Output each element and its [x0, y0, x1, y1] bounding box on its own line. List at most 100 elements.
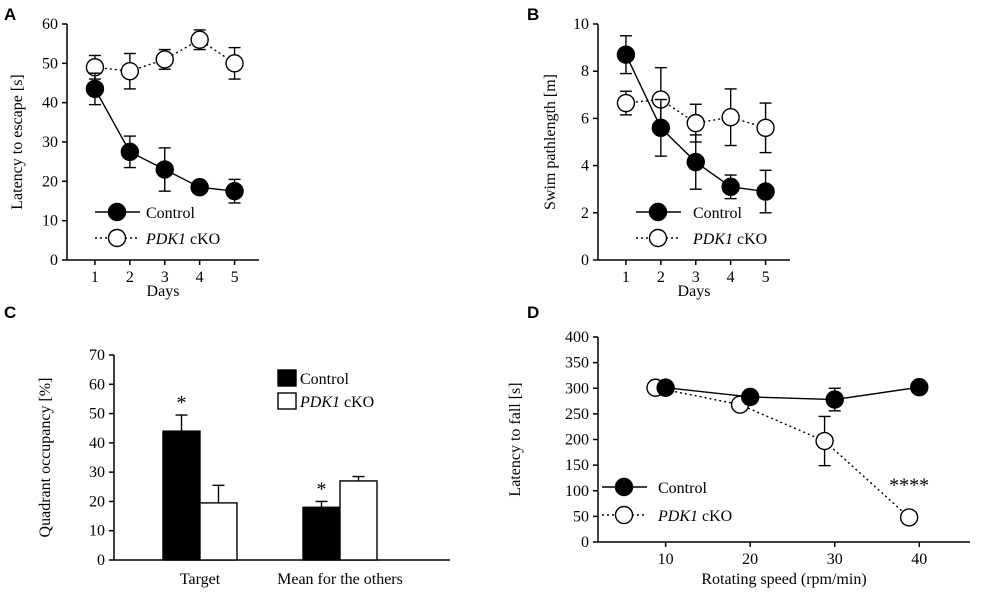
legend-label-control: Control — [300, 371, 349, 388]
control-data-point — [825, 390, 844, 409]
panel-d-chart: 0 50 100 150 200 250 300 350 400 10 20 30 40 Rotating… — [507, 329, 970, 588]
x-axis-label: Rotating speed (rpm/min) — [701, 571, 866, 588]
x-tick-label: 2 — [657, 269, 665, 286]
y-tick-label: 2 — [581, 205, 589, 222]
y-tick-label: 250 — [565, 406, 589, 423]
x-tick-label: 20 — [742, 551, 758, 568]
cko-bar — [199, 502, 238, 561]
y-tick-label: 20 — [42, 173, 58, 190]
y-tick-label: 30 — [89, 464, 105, 481]
cko-data-point — [686, 113, 705, 133]
control-data-point — [656, 378, 675, 397]
y-tick-label: 8 — [581, 63, 589, 80]
significance-marker: * — [177, 392, 187, 414]
x-tick-label: 40 — [911, 551, 927, 568]
control-data-point — [85, 79, 105, 99]
y-tick-label: 70 — [89, 347, 105, 364]
y-tick-label: 30 — [42, 134, 58, 151]
legend-label-cko: PDK1 cKO — [299, 394, 374, 411]
panel-label-a: A — [4, 5, 16, 24]
cko-bar — [339, 480, 378, 561]
x-tick-label: 2 — [126, 269, 134, 286]
cko-data-point — [721, 108, 740, 127]
x-tick-label: 4 — [196, 269, 204, 286]
y-tick-label: 150 — [565, 457, 589, 474]
control-data-point — [120, 142, 140, 162]
cko-data-point — [155, 50, 174, 69]
x-tick-label: 5 — [231, 269, 239, 286]
cko-data-point — [756, 118, 775, 138]
legend-label-control: Control — [658, 480, 707, 497]
x-tick-label: 4 — [727, 269, 735, 286]
legend-label-cko: PDK1 cKO — [145, 231, 220, 248]
y-tick-label: 350 — [565, 355, 589, 372]
x-category-label: Mean for the others — [277, 571, 403, 588]
y-axis-label: Latency to escape [s] — [9, 74, 26, 209]
y-axis-label: Latency to fall [s] — [507, 382, 524, 496]
x-tick-label: 1 — [91, 269, 99, 286]
y-tick-label: 40 — [42, 95, 58, 112]
control-data-point — [651, 118, 671, 138]
panel-label-c: C — [4, 303, 16, 322]
cko-data-point — [899, 508, 919, 527]
control-data-point — [910, 378, 929, 397]
legend-marker-control — [648, 202, 668, 222]
legend-swatch-cko — [277, 392, 297, 410]
control-series-line — [665, 386, 920, 401]
panel-a-chart: 0 10 20 30 40 50 60 1 2 3 4 5 Days Latency to escape … — [9, 16, 259, 300]
cko-data-point — [120, 61, 140, 81]
y-tick-label: 10 — [42, 213, 58, 230]
y-tick-label: 400 — [565, 329, 589, 346]
y-axis-label: Quadrant occupancy [%] — [37, 378, 54, 538]
panel-label-d: D — [527, 303, 539, 322]
y-tick-label: 10 — [573, 16, 589, 33]
control-data-point — [190, 178, 209, 197]
x-axis-label: Days — [147, 283, 180, 300]
cko-data-point — [225, 54, 244, 73]
y-tick-label: 0 — [581, 252, 589, 269]
y-tick-label: 4 — [581, 158, 589, 175]
y-tick-label: 100 — [565, 483, 589, 500]
legend-label-cko: PDK1 cKO — [657, 508, 732, 525]
cko-data-point — [190, 30, 209, 49]
x-tick-label: 3 — [161, 269, 169, 286]
legend-label-control: Control — [146, 205, 195, 222]
legend-label-cko: PDK1 cKO — [692, 231, 767, 248]
control-data-point — [721, 177, 740, 197]
x-tick-label: 5 — [762, 269, 770, 286]
legend-marker-cko — [107, 228, 127, 248]
y-tick-label: 40 — [89, 435, 105, 452]
y-tick-label: 50 — [573, 508, 589, 525]
y-tick-label: 20 — [89, 493, 105, 510]
control-data-point — [155, 160, 174, 179]
cko-data-point — [616, 93, 636, 113]
y-tick-label: 10 — [89, 523, 105, 540]
x-tick-label: 1 — [622, 269, 630, 286]
y-tick-label: 60 — [89, 376, 105, 393]
legend-swatch-control — [277, 369, 297, 387]
y-tick-label: 0 — [581, 534, 589, 551]
y-tick-label: 0 — [97, 552, 105, 569]
cko-series-line — [655, 387, 910, 518]
significance-marker: **** — [889, 475, 929, 497]
control-bar — [162, 430, 201, 561]
control-data-point — [756, 182, 775, 201]
y-axis-label: Swim pathlength [m] — [542, 74, 559, 210]
y-tick-label: 50 — [42, 55, 58, 72]
y-tick-label: 50 — [89, 406, 105, 423]
legend-marker-control — [107, 202, 127, 222]
legend-label-control: Control — [693, 205, 742, 222]
panel-c-chart: 0 10 20 30 40 50 60 70 Quadrant occupancy [%] Tar… — [37, 347, 450, 588]
control-data-point — [686, 152, 705, 172]
y-tick-label: 200 — [565, 432, 589, 449]
y-tick-label: 0 — [50, 252, 58, 269]
legend-marker-control — [614, 477, 634, 497]
panel-label-b: B — [527, 5, 539, 24]
control-data-point — [225, 181, 244, 201]
x-tick-label: 3 — [692, 269, 700, 286]
x-category-label: Target — [180, 571, 221, 588]
legend-marker-cko — [614, 505, 634, 525]
x-tick-label: 30 — [827, 551, 843, 568]
